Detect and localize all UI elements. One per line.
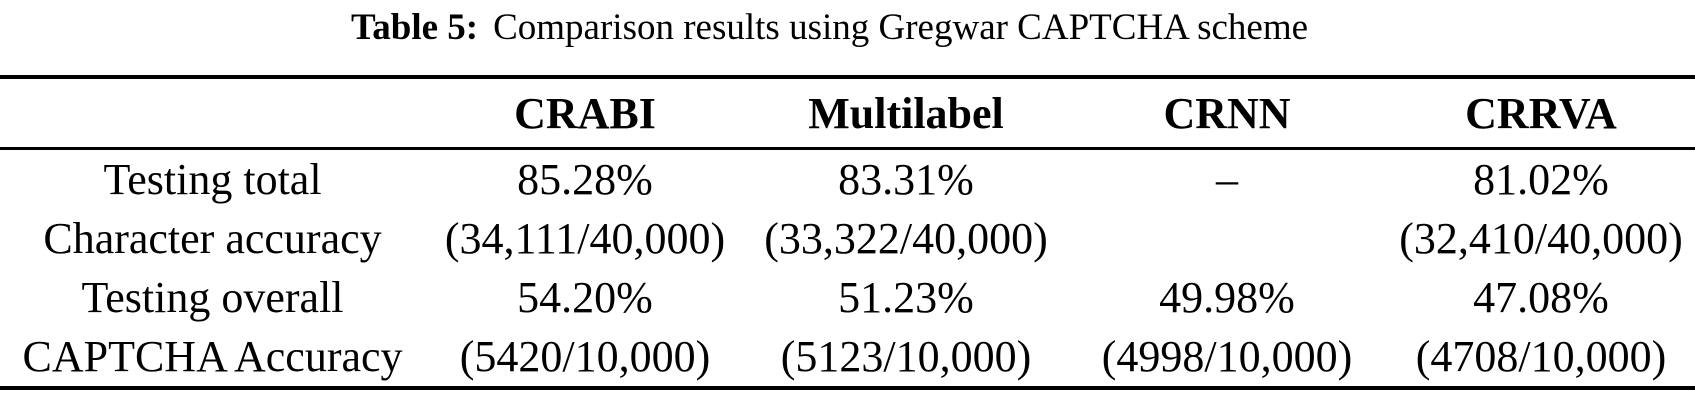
comparison-table: CRABI Multilabel CRNN CRRVA Testing tota… [0, 75, 1695, 390]
header-row: CRABI Multilabel CRNN CRRVA [0, 77, 1695, 150]
table-cell: 51.23% [838, 273, 974, 322]
table-cell: (5420/10,000) [459, 332, 711, 381]
table-cell: (33,322/40,000) [764, 214, 1048, 263]
table-cell: (5123/10,000) [780, 332, 1032, 381]
row-label: Testing total [103, 155, 322, 204]
column-header-multilabel: Multilabel [745, 77, 1067, 150]
column-header-crnn: CRNN [1067, 77, 1387, 150]
table-cell: (4708/10,000) [1415, 332, 1667, 381]
row-label: CAPTCHA Accuracy [22, 332, 403, 381]
table-row-captcha-accuracy: CAPTCHA Accuracy (5420/10,000) (5123/10,… [0, 327, 1695, 388]
table-cell: (34,111/40,000) [444, 214, 726, 263]
column-header-rowlabels [0, 77, 425, 150]
column-header-crrva: CRRVA [1387, 77, 1695, 150]
table-cell: 83.31% [838, 155, 974, 204]
table-caption-text: Comparison results using Gregwar CAPTCHA… [493, 7, 1309, 48]
table-caption: Table 5: Comparison results using Gregwar… [0, 5, 1677, 51]
table-row-testing-overall: Testing overall 54.20% 51.23% 49.98% 47.… [0, 268, 1695, 327]
table-row-testing-total: Testing total 85.28% 83.31% – 81.02% [0, 149, 1695, 210]
table-cell: – [1216, 155, 1238, 204]
table-cell: (32,410/40,000) [1399, 214, 1683, 263]
table-row-character-accuracy: Character accuracy (34,111/40,000) (33,3… [0, 209, 1695, 268]
table-cell: 54.20% [517, 273, 653, 322]
row-label: Testing overall [81, 273, 344, 322]
table-caption-number: Table 5: [350, 7, 479, 48]
column-header-crabi: CRABI [425, 77, 745, 150]
paper-table-figure: Table 5: Comparison results using Gregwar… [0, 5, 1695, 406]
row-label: Character accuracy [43, 214, 382, 263]
table-cell: 47.08% [1473, 273, 1609, 322]
table-cell: 85.28% [517, 155, 653, 204]
table-cell: 81.02% [1473, 155, 1609, 204]
table-cell [1067, 209, 1387, 268]
table-cell: (4998/10,000) [1101, 332, 1353, 381]
table-cell: 49.98% [1159, 273, 1295, 322]
